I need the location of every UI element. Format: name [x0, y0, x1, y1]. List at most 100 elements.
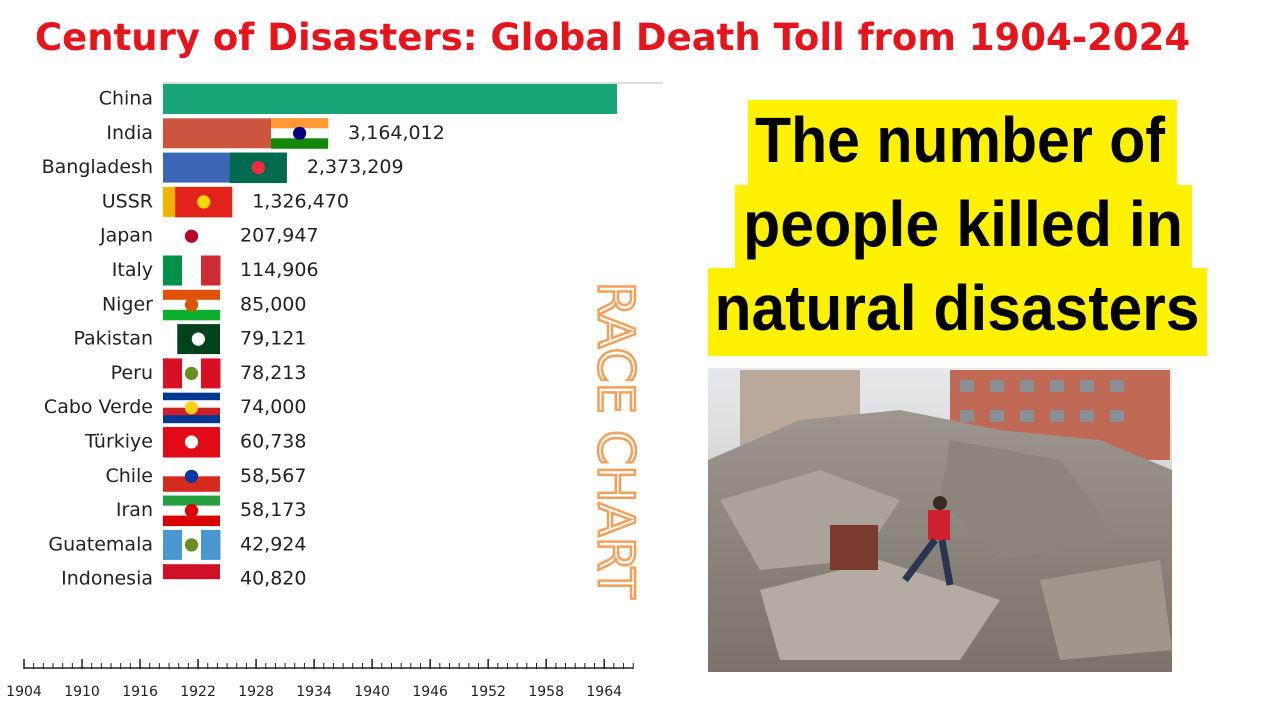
flag-stripe [163, 529, 183, 560]
flag-emblem [197, 195, 211, 209]
flag-stripe [271, 118, 329, 129]
highlight [748, 100, 1177, 186]
value-label: 79,121 [240, 328, 306, 350]
flag-emblem [191, 332, 205, 346]
flag-emblem [184, 401, 199, 415]
category-label: USSR [102, 190, 153, 212]
bars: China India 3,164,012 Bangladesh 2,373,209 US… [42, 84, 617, 595]
flag-stripe [163, 461, 220, 477]
flag-stripe [163, 564, 220, 580]
flag [163, 495, 220, 527]
flag [229, 152, 287, 184]
bar [163, 84, 617, 114]
flag [163, 289, 220, 321]
value-label: 42,924 [240, 533, 306, 555]
category-label: Peru [111, 362, 153, 384]
flag-stripe [182, 255, 202, 286]
flag [271, 118, 329, 149]
flag-emblem [251, 161, 265, 175]
x-tick-label: 1946 [412, 684, 448, 700]
flag-emblem [184, 435, 199, 449]
flag-emblem [184, 469, 199, 483]
flag-emblem [184, 366, 199, 380]
category-label: China [99, 88, 153, 110]
flag-stripe [163, 255, 183, 286]
category-label: Indonesia [61, 568, 153, 590]
value-label: 74,000 [240, 396, 306, 418]
category-label: Iran [116, 499, 153, 521]
value-label: 2,373,209 [307, 156, 404, 178]
flag [163, 461, 220, 492]
flag-stripe [271, 138, 329, 149]
flag-emblem [184, 538, 199, 552]
flag [163, 529, 221, 560]
highlight [708, 268, 1207, 356]
category-label: Türkiye [84, 431, 153, 453]
value-label: 1,326,470 [252, 190, 349, 212]
x-tick-label: 1922 [180, 684, 216, 700]
x-tick-label: 1958 [528, 684, 564, 700]
flag-stripe [163, 495, 220, 507]
watermark: RACE CHART [587, 282, 645, 599]
value-label: 78,213 [240, 362, 306, 384]
flag-stripe [163, 289, 220, 301]
category-label: Japan [99, 225, 153, 247]
category-label: Pakistan [73, 328, 153, 350]
flag-stripe [163, 515, 220, 527]
flag-stripe [201, 255, 221, 286]
flag-stripe [201, 529, 221, 560]
headline-line: natural disasters [715, 272, 1200, 344]
flag [163, 255, 221, 286]
value-label: 3,164,012 [348, 122, 445, 144]
flag [163, 324, 220, 355]
flag [163, 427, 220, 458]
chart-title: Century of Disasters: Global Death Toll … [35, 16, 1190, 59]
flag-stripe [163, 579, 220, 595]
category-label: Cabo Verde [44, 396, 153, 418]
flag-stripe [163, 309, 220, 321]
headline-line: people killed in [743, 188, 1183, 260]
flag-stripe [163, 415, 220, 424]
flag-stripe [163, 324, 178, 355]
x-tick-label: 1916 [122, 684, 158, 700]
flag [175, 186, 233, 218]
x-tick-label: 1904 [6, 684, 42, 700]
flag-emblem [184, 229, 199, 243]
headline-line: The number of [755, 104, 1166, 176]
flag-stripe [163, 358, 183, 389]
flag-stripe [201, 358, 221, 389]
value-label: 40,820 [240, 568, 306, 590]
value-label: 60,738 [240, 431, 306, 453]
time-axis: 1904 1910 1916 1922 1928 1934 1940 1946 1952 1958… [6, 659, 634, 700]
flag [163, 221, 220, 252]
flag [163, 358, 221, 389]
value-label: 58,567 [240, 465, 306, 487]
flag-stripe [163, 476, 220, 492]
value-label: 114,906 [240, 259, 319, 281]
flag-emblem [184, 298, 199, 312]
flag [163, 564, 220, 595]
flag-emblem [293, 126, 307, 140]
x-tick-label: 1928 [238, 684, 274, 700]
category-label: Guatemala [48, 533, 153, 555]
flag-emblem [184, 504, 199, 518]
x-tick-label: 1934 [296, 684, 332, 700]
flag [163, 392, 220, 424]
value-label: 85,000 [240, 293, 306, 315]
highlight [735, 185, 1192, 269]
x-tick-label: 1952 [470, 684, 506, 700]
photo [708, 368, 1172, 672]
x-tick-label: 1910 [64, 684, 100, 700]
category-label: Italy [112, 259, 153, 281]
category-label: Bangladesh [42, 156, 153, 178]
value-label: 207,947 [240, 225, 319, 247]
category-label: India [106, 122, 153, 144]
x-tick-label: 1940 [354, 684, 390, 700]
flag-stripe [163, 392, 220, 401]
category-label: Niger [102, 293, 153, 315]
value-label: 58,173 [240, 499, 306, 521]
category-label: Chile [105, 465, 153, 487]
x-tick-label: 1964 [586, 684, 622, 700]
